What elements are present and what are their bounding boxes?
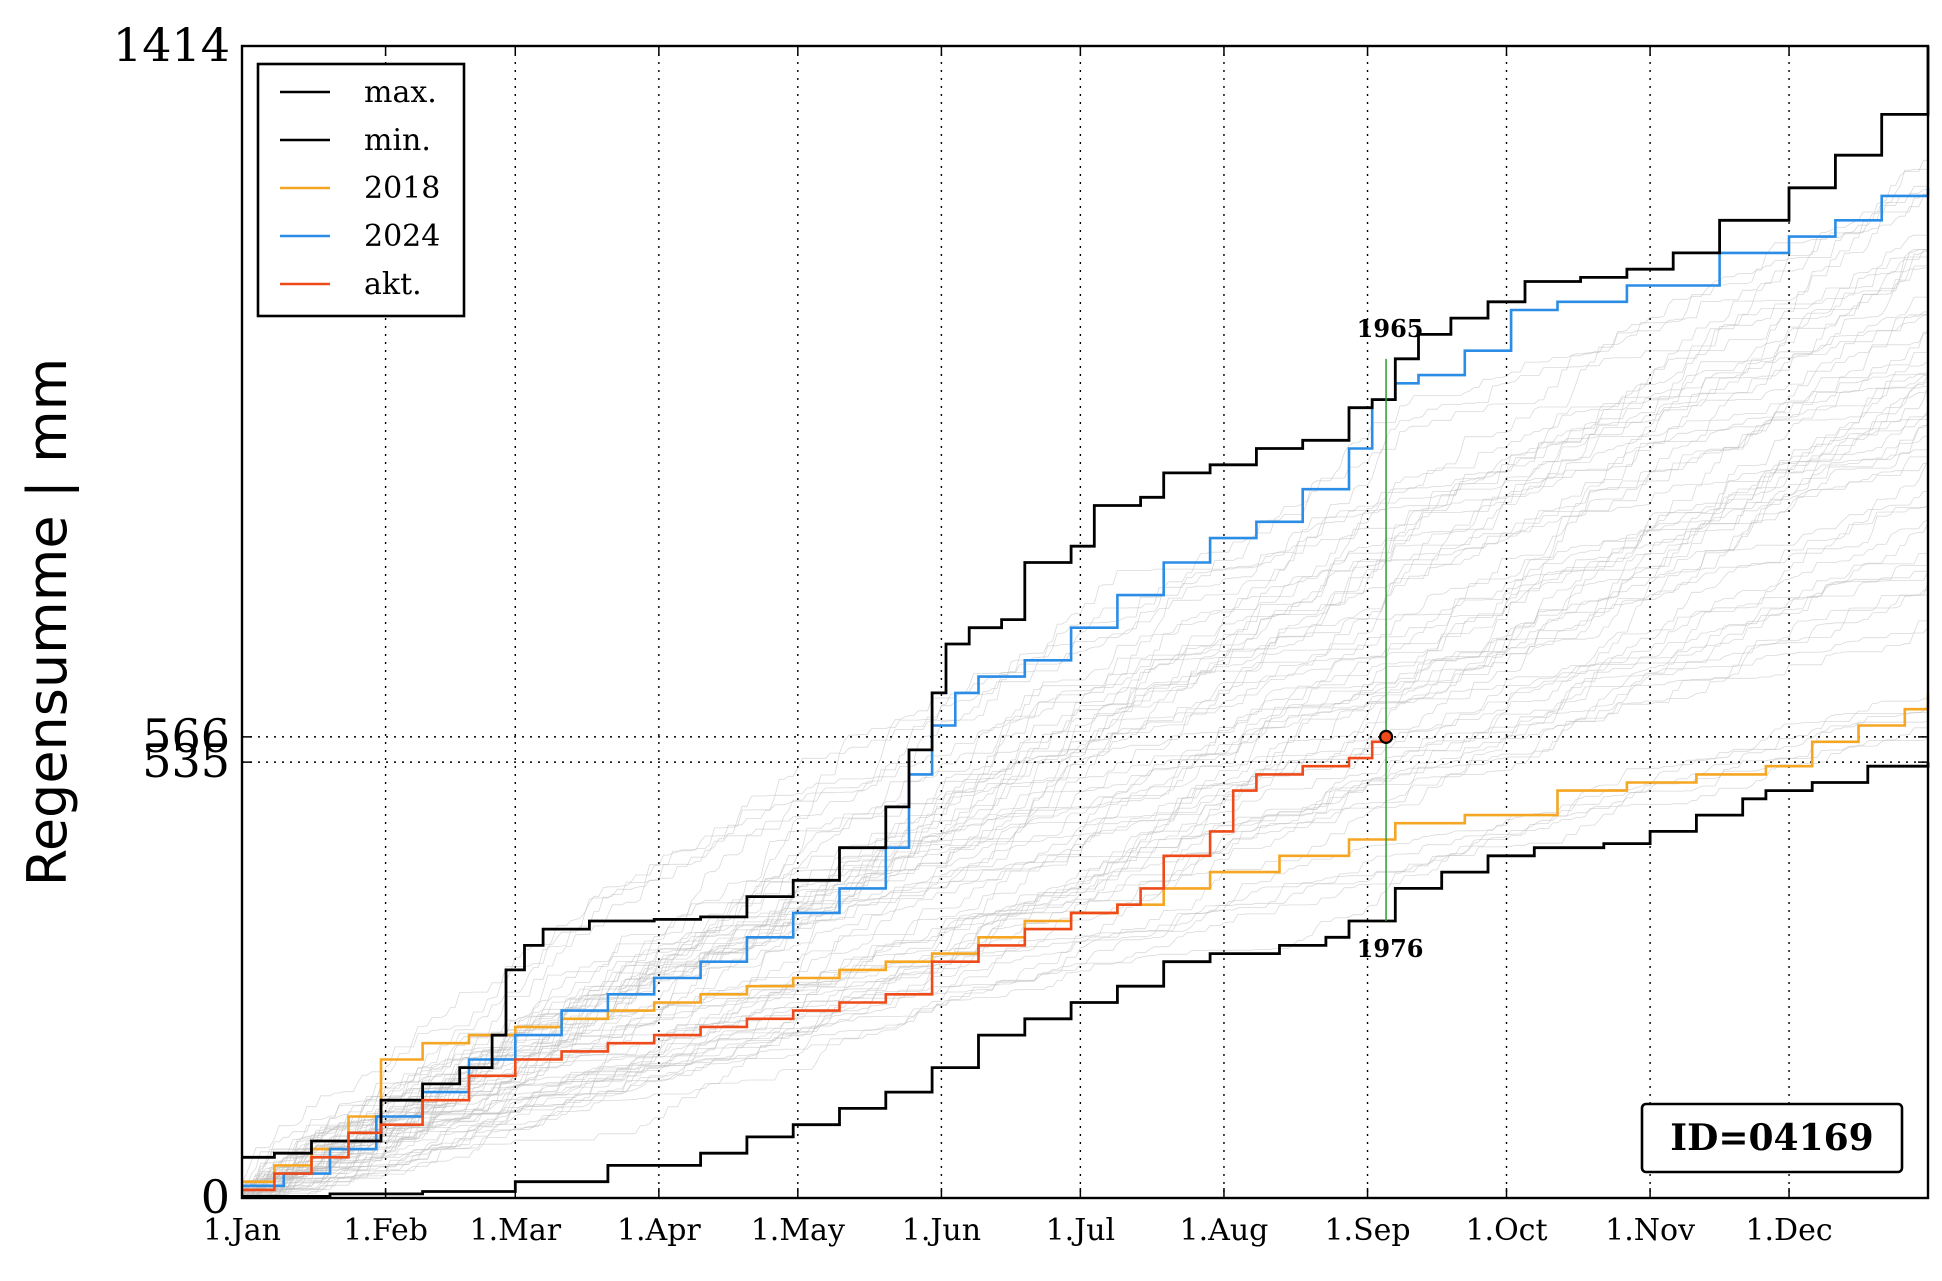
x-tick-label: 1.Mar: [469, 1213, 561, 1248]
x-tick-label: 1.May: [751, 1213, 845, 1248]
historic-year-line: [241, 506, 1929, 1198]
legend-label: 2018: [364, 171, 440, 206]
historic-year-line: [242, 410, 1929, 1189]
historic-year-line: [241, 351, 1929, 1198]
current-value-marker: [1378, 729, 1394, 744]
historic-year-line: [242, 360, 1929, 1197]
station-id-box: ID=04169: [1640, 1102, 1904, 1174]
series-line-2024: [242, 187, 1930, 1188]
historic-year-line: [241, 313, 1929, 1199]
axes-layer: 1.Jan 1.Feb 1.Mar 1.Apr 1.May 1.Jun 1.Jul 1.Aug…: [16, 18, 1930, 1248]
plot-frame: [240, 44, 1930, 1200]
historic-year-line: [242, 491, 1928, 1199]
historic-year-line: [242, 425, 1928, 1188]
max-year-label: 1965: [1357, 314, 1424, 343]
min-year-label: 1976: [1357, 934, 1424, 963]
annotation-layer: 1965 1976: [1357, 314, 1424, 963]
grid-layer: [242, 46, 1928, 1198]
historic-year-line: [241, 185, 1928, 1199]
series-line-max: [242, 46, 1930, 1159]
series-line-akt: [242, 736, 1388, 1192]
historic-year-line: [242, 449, 1928, 1199]
historic-year-line: [242, 189, 1928, 1199]
x-tick-label: 1.Dec: [1745, 1213, 1832, 1248]
historic-year-line: [241, 460, 1929, 1199]
y-tick-label: 0: [201, 1170, 230, 1224]
historic-year-line: [241, 571, 1929, 1199]
historic-year-line: [242, 570, 1928, 1199]
y-tick-label: 1414: [113, 18, 230, 72]
historic-year-line: [241, 168, 1928, 1199]
historic-year-line: [242, 159, 1928, 1199]
historic-year-line: [241, 703, 1929, 1198]
legend-label: akt.: [364, 267, 422, 302]
historic-year-line: [242, 390, 1929, 1192]
x-tick-label: 1.Jun: [902, 1213, 981, 1248]
historic-year-line: [242, 385, 1928, 1192]
historic-year-line: [242, 553, 1928, 1199]
historic-year-line: [242, 505, 1929, 1199]
y-tick-label: 566: [142, 709, 230, 763]
historic-year-line: [242, 720, 1929, 1199]
historic-year-line: [242, 331, 1928, 1199]
station-id-frame: [1640, 1102, 1904, 1174]
series-line-2018: [242, 692, 1930, 1183]
x-tick-label: 1.Aug: [1180, 1213, 1269, 1248]
x-tick-label: 1.Nov: [1605, 1213, 1695, 1248]
historic-year-line: [242, 620, 1928, 1199]
historic-year-line: [241, 582, 1929, 1199]
historic-year-line: [241, 374, 1929, 1199]
x-tick-label: 1.Jan: [203, 1213, 281, 1248]
historic-year-line: [241, 423, 1929, 1199]
historic-year-line: [242, 314, 1928, 1199]
station-id-label: ID=04169: [1670, 1117, 1873, 1159]
historic-year-line: [241, 251, 1928, 1184]
series-line-min: [242, 762, 1930, 1198]
historic-year-line: [241, 372, 1929, 1199]
x-tick-label: 1.Jul: [1046, 1213, 1116, 1248]
historic-year-line: [242, 196, 1928, 1199]
historic-year-line: [242, 296, 1928, 1196]
historic-year-line: [241, 565, 1928, 1199]
x-tick-label: 1.Apr: [617, 1213, 701, 1248]
x-tick-label: 1.Feb: [343, 1213, 428, 1248]
historic-year-line: [242, 374, 1928, 1198]
historic-year-line: [242, 234, 1928, 1199]
historic-year-line: [242, 249, 1928, 1199]
series-layer: [242, 46, 1930, 1198]
historic-year-line: [241, 249, 1928, 1199]
x-tick-label: 1.Oct: [1465, 1213, 1547, 1248]
historic-year-line: [242, 727, 1928, 1199]
historic-year-line: [242, 594, 1928, 1199]
legend: max. min. 2018 2024 akt.: [256, 62, 466, 318]
historic-year-line: [241, 375, 1928, 1192]
historic-year-line: [242, 698, 1928, 1189]
y-axis-label: Regensumme | mm: [16, 358, 79, 887]
y-tick-label: 535: [142, 734, 230, 788]
legend-label: 2024: [364, 219, 440, 254]
historic-year-line: [242, 463, 1928, 1199]
legend-label: max.: [364, 75, 437, 110]
x-tick-label: 1.Sep: [1324, 1213, 1410, 1248]
legend-label: min.: [364, 123, 431, 158]
historic-year-line: [242, 386, 1929, 1195]
historic-years-layer: [241, 159, 1929, 1199]
historic-year-line: [241, 519, 1929, 1192]
historic-year-line: [241, 256, 1928, 1199]
historic-year-line: [242, 193, 1928, 1199]
historic-year-line: [242, 626, 1929, 1199]
legend-box: [256, 62, 466, 318]
